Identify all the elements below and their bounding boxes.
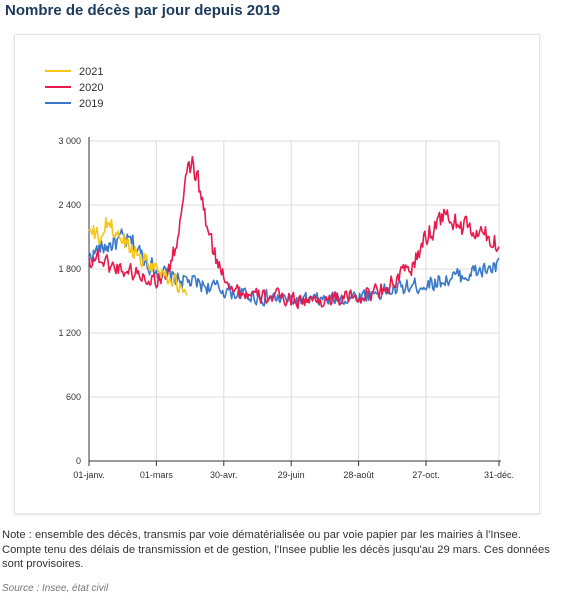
chart-note: Note : ensemble des décès, transmis par … bbox=[2, 528, 558, 572]
y-tick-label: 600 bbox=[66, 392, 81, 402]
series-group bbox=[88, 155, 500, 310]
y-tick-label: 2 400 bbox=[58, 200, 81, 210]
series-line-2020 bbox=[88, 155, 500, 310]
x-tick-label: 30-avr. bbox=[210, 470, 238, 480]
tick-labels: 0 600 1 200 1 800 2 400 3 000 01-janv. 01-mars 3… bbox=[58, 136, 514, 480]
legend-label-2019: 2019 bbox=[79, 98, 103, 110]
legend-label-2021: 2021 bbox=[79, 66, 103, 78]
legend: 2021 2020 2019 bbox=[45, 66, 103, 110]
x-tick-label: 27-oct. bbox=[412, 470, 440, 480]
y-tick-label: 1 200 bbox=[58, 328, 81, 338]
axes bbox=[88, 137, 501, 466]
deaths-line-chart: 2021 2020 2019 0 600 1 200 1 800 2 400 3 000 01-… bbox=[45, 66, 514, 480]
chart-panel: 2021 2020 2019 0 600 1 200 1 800 2 400 3 000 01-… bbox=[14, 34, 540, 514]
x-tick-label: 01-mars bbox=[140, 470, 174, 480]
page-title: Nombre de décès par jour depuis 2019 bbox=[5, 2, 281, 19]
x-tick-label: 29-juin bbox=[278, 470, 305, 480]
x-tick-label: 31-déc. bbox=[484, 470, 514, 480]
x-tick-label: 28-août bbox=[343, 470, 374, 480]
source-text: Source : Insee, état civil bbox=[2, 583, 109, 594]
y-tick-label: 1 800 bbox=[58, 264, 81, 274]
y-tick-label: 0 bbox=[76, 456, 81, 466]
series-line-2021 bbox=[88, 217, 188, 296]
x-tick-label: 01-janv. bbox=[73, 470, 104, 480]
y-tick-label: 3 000 bbox=[58, 136, 81, 146]
legend-label-2020: 2020 bbox=[79, 82, 103, 94]
note-text: Note : ensemble des décès, transmis par … bbox=[2, 529, 550, 570]
